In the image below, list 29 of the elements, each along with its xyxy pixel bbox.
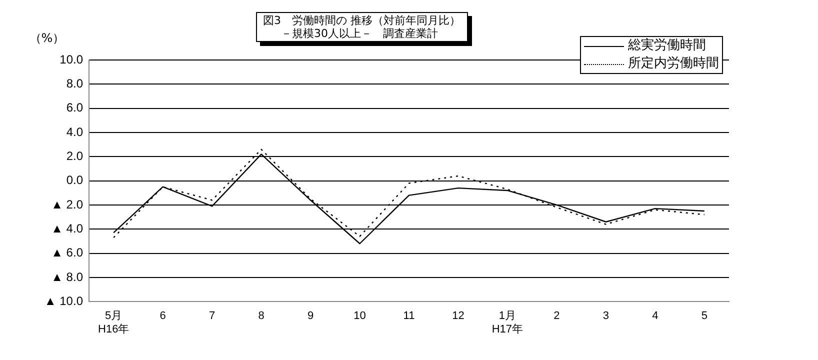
y-tick-label: ▲ 6.0 [51, 246, 84, 260]
x-tick-label: 11 [403, 310, 415, 322]
x-tick-label: 5 [701, 310, 708, 322]
y-tick-label: 10.0 [60, 52, 84, 66]
x-tick-label: 5月 H16年 [98, 310, 130, 336]
x-tick-label: 12 [452, 310, 464, 322]
chart-title: 図3 労働時間の 推移（対前年同月比） [263, 14, 460, 27]
y-tick-label: ▲ 8.0 [51, 270, 84, 284]
x-tick-label: 3 [602, 310, 609, 322]
y-tick-label: 8.0 [66, 76, 84, 90]
y-tick-label: ▲ 2.0 [51, 197, 84, 212]
x-tick-label: 10 [354, 310, 366, 322]
y-tick-label: 0.0 [66, 173, 84, 188]
y-tick-label: 2.0 [66, 148, 84, 163]
x-tick-label: 9 [307, 310, 314, 322]
x-tick-label: 1月 H17年 [492, 310, 524, 336]
x-tick-label: 2 [554, 310, 560, 322]
y-tick-label: 6.0 [66, 100, 84, 115]
legend-label: 所定内労働時間 [628, 55, 719, 73]
x-tick-label: 6 [160, 310, 166, 322]
y-tick-label: 4.0 [66, 124, 84, 139]
x-tick-label: 8 [258, 310, 264, 322]
chart-subtitle: －規模30人以上－ 調査産業計 [280, 27, 439, 40]
x-tick-label: 4 [652, 310, 658, 322]
x-tick-label: 7 [209, 310, 216, 322]
y-axis-title: （%） [29, 31, 65, 45]
y-tick-label: ▲ 4.0 [51, 221, 84, 236]
y-tick-label: ▲ 10.0 [44, 294, 84, 308]
legend-label: 総実労働時間 [628, 37, 706, 55]
